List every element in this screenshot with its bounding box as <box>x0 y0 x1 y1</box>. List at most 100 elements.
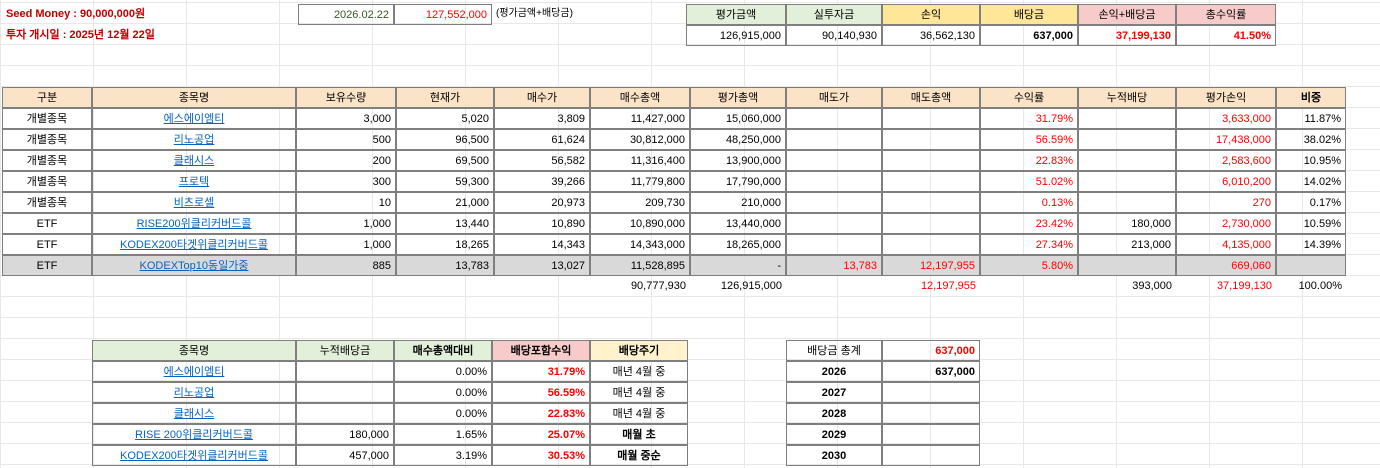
holdings-cell[interactable] <box>1276 255 1346 276</box>
holdings-cell[interactable]: 10.95% <box>1276 150 1346 171</box>
holdings-cell[interactable]: 59,300 <box>396 171 494 192</box>
summary-value[interactable]: 36,562,130 <box>882 25 980 46</box>
holdings-cell[interactable]: 개별종목 <box>2 171 92 192</box>
holdings-cell[interactable]: 3,809 <box>494 108 590 129</box>
holdings-cell[interactable]: 30,812,000 <box>590 129 690 150</box>
holdings-cell[interactable]: 10,890,000 <box>590 213 690 234</box>
dividend-year-amount[interactable] <box>882 382 980 403</box>
dividend-stock-link[interactable]: 에스에이엠티 <box>92 361 296 382</box>
holdings-cell[interactable]: 885 <box>296 255 396 276</box>
summary-value[interactable]: 126,915,000 <box>686 25 786 46</box>
holdings-cell[interactable]: 96,500 <box>396 129 494 150</box>
holdings-cell[interactable] <box>786 213 882 234</box>
stock-name-link[interactable]: 리노공업 <box>92 129 296 150</box>
holdings-cell[interactable]: 11.87% <box>1276 108 1346 129</box>
holdings-cell[interactable]: 17,790,000 <box>690 171 786 192</box>
stock-name-link[interactable]: RISE200위클리커버드콜 <box>92 213 296 234</box>
dividend-cell[interactable]: 매년 4월 중 <box>590 403 688 424</box>
holdings-cell[interactable] <box>786 150 882 171</box>
holdings-cell[interactable]: 개별종목 <box>2 108 92 129</box>
holdings-cell[interactable] <box>882 213 980 234</box>
holdings-cell[interactable]: 10.59% <box>1276 213 1346 234</box>
dividend-year[interactable]: 2030 <box>786 445 882 466</box>
holdings-cell[interactable]: - <box>690 255 786 276</box>
holdings-cell[interactable]: 22.83% <box>980 150 1078 171</box>
holdings-cell[interactable]: 1,000 <box>296 213 396 234</box>
holdings-cell[interactable]: 14.39% <box>1276 234 1346 255</box>
dividend-stock-link[interactable]: 리노공업 <box>92 382 296 403</box>
holdings-cell[interactable]: 14,343,000 <box>590 234 690 255</box>
summary-value[interactable]: 90,140,930 <box>786 25 882 46</box>
holdings-cell[interactable]: 13,440,000 <box>690 213 786 234</box>
holdings-cell[interactable] <box>882 171 980 192</box>
dividend-cell[interactable]: 22.83% <box>492 403 590 424</box>
holdings-cell[interactable] <box>786 192 882 213</box>
holdings-cell[interactable]: 10 <box>296 192 396 213</box>
holdings-cell[interactable]: 4,135,000 <box>1176 234 1276 255</box>
dividend-cell[interactable]: 0.00% <box>394 382 492 403</box>
holdings-cell[interactable]: 11,779,800 <box>590 171 690 192</box>
holdings-cell[interactable]: 23.42% <box>980 213 1078 234</box>
holdings-cell[interactable]: 14.02% <box>1276 171 1346 192</box>
holdings-cell[interactable]: 12,197,955 <box>882 255 980 276</box>
holdings-cell[interactable] <box>1078 150 1176 171</box>
dividend-cell[interactable]: 56.59% <box>492 382 590 403</box>
holdings-cell[interactable]: 개별종목 <box>2 129 92 150</box>
holdings-cell[interactable] <box>1078 129 1176 150</box>
holdings-cell[interactable]: 11,427,000 <box>590 108 690 129</box>
dividend-cell[interactable]: 매년 4월 중 <box>590 382 688 403</box>
holdings-cell[interactable] <box>882 192 980 213</box>
holdings-cell[interactable]: ETF <box>2 213 92 234</box>
holdings-cell[interactable]: 0.13% <box>980 192 1078 213</box>
holdings-cell[interactable]: 13,783 <box>786 255 882 276</box>
holdings-cell[interactable]: 61,624 <box>494 129 590 150</box>
current-date-cell[interactable]: 2026.02.22 <box>298 4 394 25</box>
holdings-cell[interactable]: 개별종목 <box>2 150 92 171</box>
holdings-cell[interactable]: 2,730,000 <box>1176 213 1276 234</box>
dividend-cell[interactable]: 매월 중순 <box>590 445 688 466</box>
stock-name-link[interactable]: 프로텍 <box>92 171 296 192</box>
holdings-cell[interactable]: 3,000 <box>296 108 396 129</box>
holdings-cell[interactable]: 210,000 <box>690 192 786 213</box>
dividend-year[interactable]: 2028 <box>786 403 882 424</box>
holdings-cell[interactable]: ETF <box>2 234 92 255</box>
holdings-cell[interactable]: 개별종목 <box>2 192 92 213</box>
holdings-cell[interactable] <box>786 234 882 255</box>
holdings-cell[interactable]: 1,000 <box>296 234 396 255</box>
dividend-cell[interactable]: 457,000 <box>296 445 394 466</box>
holdings-cell[interactable]: 0.17% <box>1276 192 1346 213</box>
dividend-total-value[interactable]: 637,000 <box>882 340 980 361</box>
holdings-cell[interactable]: 31.79% <box>980 108 1078 129</box>
dividend-cell[interactable] <box>296 361 394 382</box>
holdings-cell[interactable]: 14,343 <box>494 234 590 255</box>
holdings-cell[interactable]: 209,730 <box>590 192 690 213</box>
holdings-cell[interactable]: 21,000 <box>396 192 494 213</box>
holdings-cell[interactable] <box>1078 192 1176 213</box>
holdings-cell[interactable]: 213,000 <box>1078 234 1176 255</box>
stock-name-link[interactable]: KODEXTop10동일가중 <box>92 255 296 276</box>
holdings-cell[interactable] <box>882 234 980 255</box>
holdings-cell[interactable]: 300 <box>296 171 396 192</box>
dividend-cell[interactable]: 180,000 <box>296 424 394 445</box>
holdings-cell[interactable] <box>786 129 882 150</box>
holdings-cell[interactable]: 10,890 <box>494 213 590 234</box>
holdings-cell[interactable]: 38.02% <box>1276 129 1346 150</box>
stock-name-link[interactable]: KODEX200타겟위클리커버드콜 <box>92 234 296 255</box>
holdings-cell[interactable]: 180,000 <box>1078 213 1176 234</box>
dividend-cell[interactable]: 매월 초 <box>590 424 688 445</box>
holdings-cell[interactable]: 20,973 <box>494 192 590 213</box>
holdings-cell[interactable] <box>1078 108 1176 129</box>
holdings-cell[interactable]: 2,583,600 <box>1176 150 1276 171</box>
dividend-cell[interactable]: 0.00% <box>394 403 492 424</box>
holdings-cell[interactable]: 51.02% <box>980 171 1078 192</box>
holdings-cell[interactable] <box>1078 171 1176 192</box>
holdings-cell[interactable]: 18,265 <box>396 234 494 255</box>
dividend-cell[interactable]: 3.19% <box>394 445 492 466</box>
dividend-cell[interactable] <box>296 382 394 403</box>
holdings-cell[interactable]: 11,316,400 <box>590 150 690 171</box>
stock-name-link[interactable]: 에스에이엠티 <box>92 108 296 129</box>
holdings-cell[interactable]: 200 <box>296 150 396 171</box>
dividend-stock-link[interactable]: RISE 200위클리커버드콜 <box>92 424 296 445</box>
summary-value[interactable]: 37,199,130 <box>1078 25 1176 46</box>
dividend-cell[interactable] <box>296 403 394 424</box>
